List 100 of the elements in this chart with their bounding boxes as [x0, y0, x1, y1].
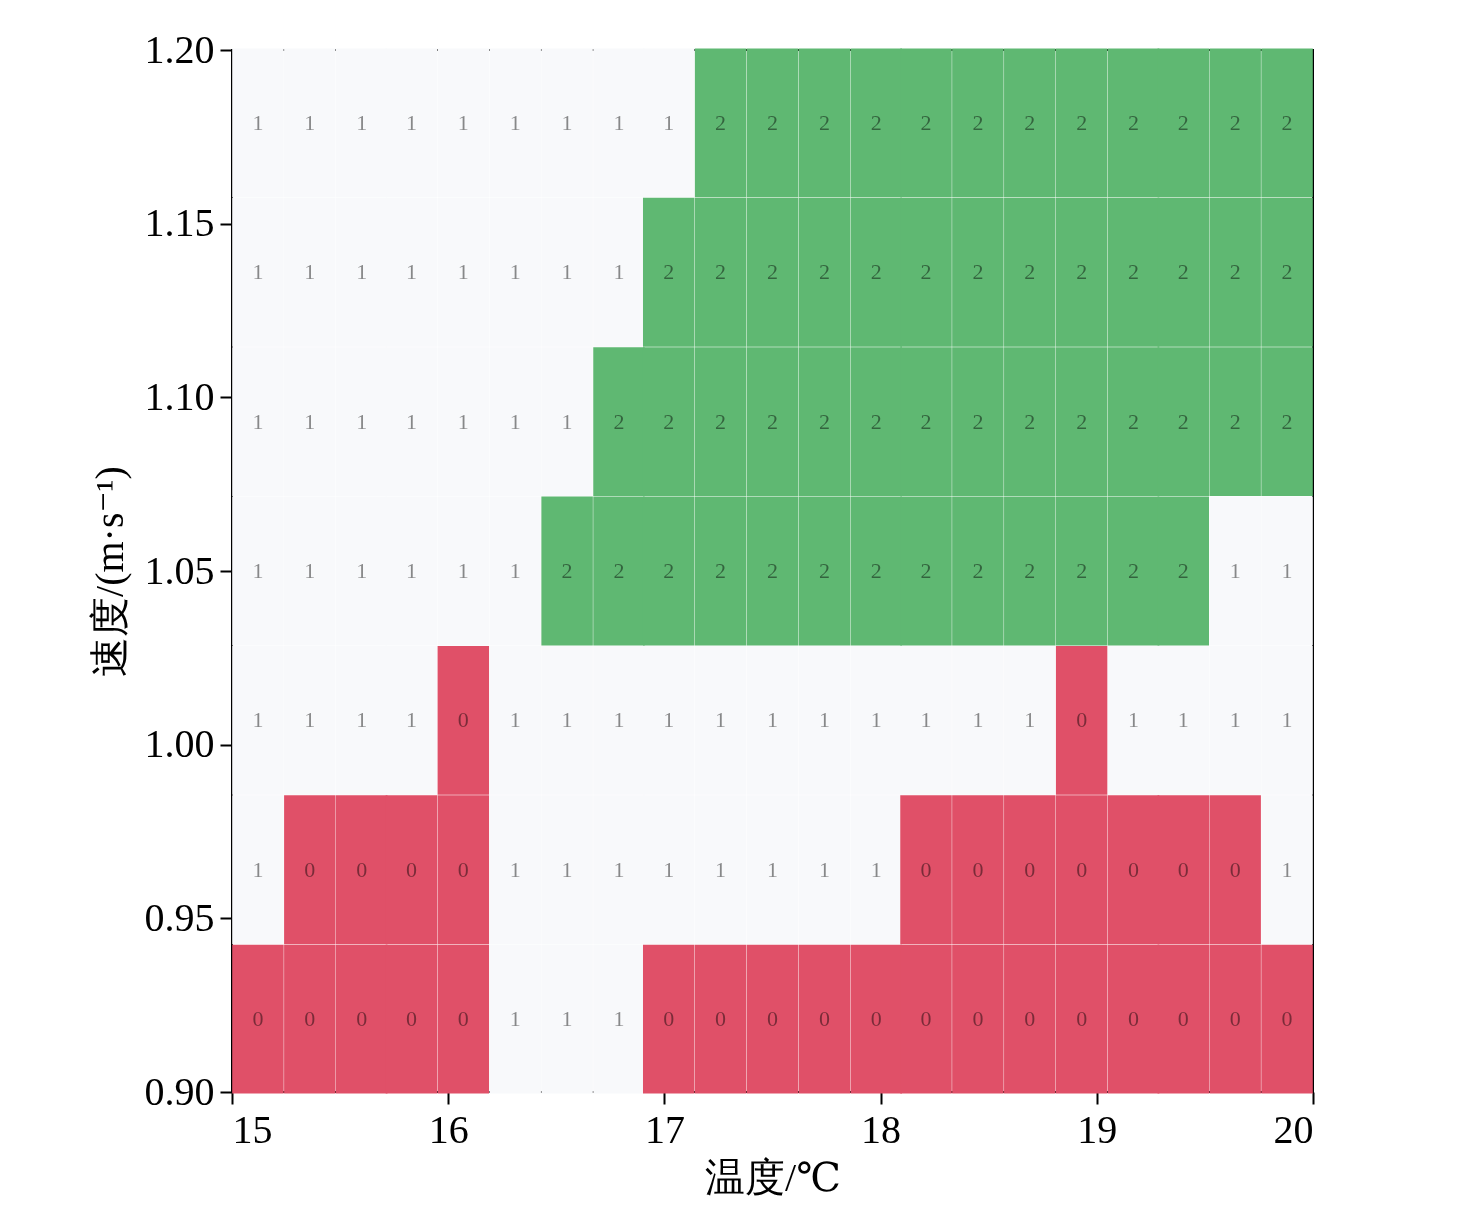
data-label: 1	[972, 707, 984, 733]
data-label: 2	[1128, 558, 1140, 583]
data-label: 1	[509, 707, 521, 733]
data-label: 2	[1024, 408, 1036, 434]
data-label: 2	[1177, 558, 1189, 583]
data-label: 2	[972, 558, 984, 583]
data-label: 1	[818, 707, 830, 733]
data-label: 1	[509, 1006, 521, 1032]
data-label: 0	[356, 1006, 368, 1032]
data-label: 2	[972, 259, 984, 285]
data-label: 2	[1076, 558, 1088, 583]
data-label: 1	[304, 408, 316, 434]
data-label: 2	[818, 558, 830, 583]
data-label: 0	[920, 856, 932, 882]
data-label: 0	[457, 1006, 469, 1032]
data-label: 2	[870, 259, 882, 285]
data-label: 2	[972, 408, 984, 434]
data-label: 1	[767, 707, 778, 733]
data-label: 0	[457, 707, 469, 733]
data-label: 1	[457, 109, 469, 135]
data-label: 2	[663, 408, 675, 434]
data-label: 1	[613, 856, 625, 882]
data-label: 1	[920, 707, 932, 733]
data-label: 0	[1076, 707, 1088, 733]
y-axis-title: 速度/(m·s⁻¹)	[86, 466, 132, 677]
data-label: 0	[1024, 1006, 1036, 1032]
data-label: 2	[1024, 259, 1036, 285]
data-label: 1	[1281, 558, 1293, 583]
data-label: 2	[1128, 408, 1140, 434]
data-label: 2	[1177, 408, 1189, 434]
data-label: 1	[1229, 707, 1241, 733]
data-label: 2	[613, 408, 625, 434]
data-label: 1	[252, 408, 264, 434]
data-label: 2	[663, 259, 675, 285]
y-tick-label: 1.15	[144, 200, 215, 246]
data-label: 1	[1177, 707, 1189, 733]
data-label: 0	[715, 1006, 727, 1032]
data-label: 2	[1128, 109, 1140, 135]
data-label: 1	[457, 408, 469, 434]
data-label: 1	[561, 707, 573, 733]
data-label: 1	[561, 408, 573, 434]
data-label: 0	[356, 856, 368, 882]
x-tick-label: 17	[644, 1106, 685, 1152]
data-label: 1	[561, 109, 573, 135]
data-label: 2	[767, 259, 778, 285]
data-label: 1	[304, 109, 316, 135]
x-tick-label: 15	[232, 1106, 273, 1152]
data-label: 0	[457, 856, 469, 882]
data-label: 1	[613, 109, 625, 135]
data-label: 1	[356, 408, 368, 434]
data-label: 2	[870, 558, 882, 583]
data-label: 2	[767, 109, 778, 135]
data-label: 1	[767, 856, 778, 882]
data-label: 1	[663, 856, 675, 882]
data-label: 2	[767, 558, 778, 583]
data-label: 1	[304, 558, 316, 583]
data-label: 1	[509, 558, 521, 583]
data-label: 1	[356, 109, 368, 135]
data-label: 2	[870, 408, 882, 434]
data-label: 2	[818, 109, 830, 135]
data-label: 0	[818, 1006, 830, 1032]
data-label: 1	[405, 408, 417, 434]
data-label: 0	[304, 1006, 316, 1032]
data-label: 1	[613, 259, 625, 285]
data-label: 2	[818, 408, 830, 434]
data-label: 1	[509, 109, 521, 135]
y-tick-label: 1.10	[144, 373, 215, 419]
data-label: 1	[561, 259, 573, 285]
data-label: 1	[356, 558, 368, 583]
data-label: 1	[1281, 856, 1293, 882]
data-label: 2	[663, 558, 675, 583]
data-label: 1	[304, 259, 316, 285]
x-tick-label: 20	[1273, 1106, 1314, 1152]
data-label: 1	[818, 856, 830, 882]
data-label: 0	[252, 1006, 264, 1032]
data-label: 1	[509, 408, 521, 434]
data-label: 1	[663, 109, 675, 135]
data-label: 0	[1076, 1006, 1088, 1032]
data-label: 1	[870, 856, 882, 882]
data-label: 2	[715, 408, 727, 434]
data-label: 0	[767, 1006, 778, 1032]
data-label: 1	[561, 856, 573, 882]
y-tick-label: 1.05	[144, 547, 215, 593]
data-label: 1	[405, 109, 417, 135]
data-label: 0	[1128, 856, 1140, 882]
data-label: 2	[767, 408, 778, 434]
data-label: 1	[457, 558, 469, 583]
data-label: 0	[1024, 856, 1036, 882]
data-label: 1	[663, 707, 675, 733]
data-label: 1	[457, 259, 469, 285]
data-label: 2	[1076, 408, 1088, 434]
data-label: 1	[1229, 558, 1241, 583]
data-label: 1	[870, 707, 882, 733]
data-label: 0	[1281, 1006, 1293, 1032]
data-label: 1	[1024, 707, 1036, 733]
data-label: 0	[972, 1006, 984, 1032]
data-label: 2	[715, 109, 727, 135]
data-label: 2	[1281, 408, 1293, 434]
data-label: 0	[1128, 1006, 1140, 1032]
data-label: 2	[818, 259, 830, 285]
